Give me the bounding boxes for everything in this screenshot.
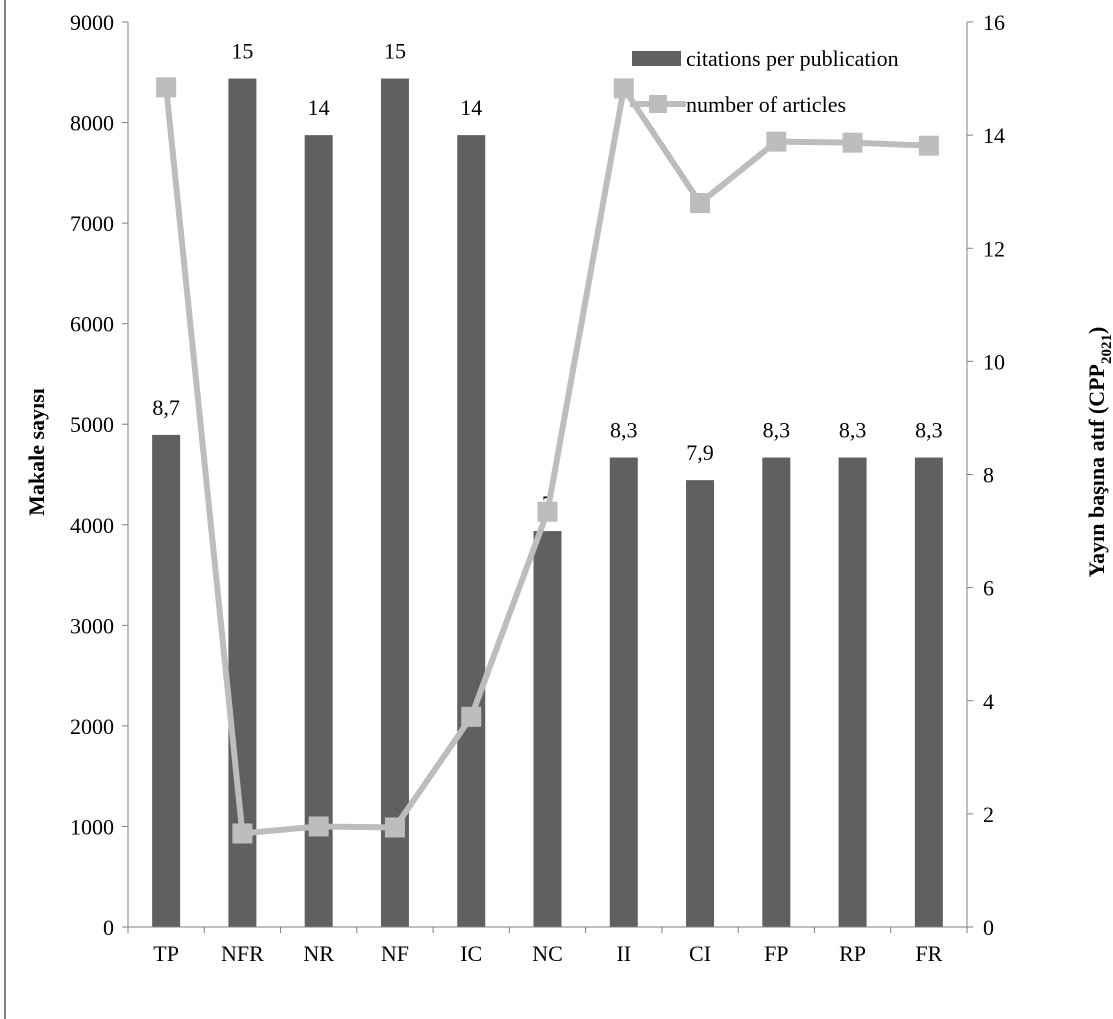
line-series (156, 77, 939, 844)
x-tick-label-nfr: NFR (221, 941, 264, 966)
right-tick-label: 0 (983, 915, 994, 940)
legend-line-marker (649, 95, 667, 113)
x-tick-label-nr: NR (303, 941, 334, 966)
bar-label-tp: 8,7 (152, 395, 180, 420)
line-point-nr (308, 816, 329, 837)
bar-fp (762, 457, 791, 927)
right-axis-title: Yayın başına atıf (CPP2021) (1084, 327, 1113, 578)
left-tick-label: 8000 (70, 111, 114, 136)
right-tick-label: 2 (983, 802, 994, 827)
right-tick-label: 16 (983, 10, 1005, 35)
bar-nf (380, 78, 409, 927)
bar-nr (304, 135, 333, 927)
bar-fr (914, 457, 943, 927)
x-tick-label-ii: II (616, 941, 631, 966)
bar-label-rp: 8,3 (839, 418, 867, 443)
bar-label-ii: 8,3 (610, 418, 638, 443)
right-tick-label: 6 (983, 576, 994, 601)
line-point-tp (156, 77, 177, 98)
bar-label-nr: 14 (308, 95, 330, 120)
line-point-fr (918, 135, 939, 156)
left-tick-label: 9000 (70, 10, 114, 35)
line-point-ic (461, 706, 482, 727)
line-point-nc (537, 501, 558, 522)
legend: citations per publication number of arti… (630, 46, 899, 117)
line-point-ii (613, 78, 634, 99)
x-axis: TP NFR NR NF IC NC II CI FP RP FR (127, 926, 968, 966)
left-tick-label: 1000 (70, 814, 114, 839)
line-point-nf (384, 817, 405, 838)
right-tick-label: 12 (983, 236, 1005, 261)
bar-label-fr: 8,3 (915, 418, 943, 443)
right-tick-label: 10 (983, 349, 1005, 374)
left-tick-label: 4000 (70, 513, 114, 538)
bar-nfr (228, 78, 257, 927)
bar-label-nfr: 15 (231, 39, 253, 64)
legend-bar-swatch (632, 51, 681, 66)
bar-tp (152, 434, 181, 927)
right-axis-title-sub: 2021 (1099, 334, 1113, 364)
legend-bar-label: citations per publication (686, 46, 899, 71)
line-point-nfr (232, 823, 253, 844)
left-axis-title: Makale sayısı (24, 388, 49, 516)
left-tick-label: 3000 (70, 613, 114, 638)
bar-rp (838, 457, 867, 927)
bar-label-ci: 7,9 (686, 440, 714, 465)
x-tick-label-tp: TP (153, 941, 179, 966)
right-axis-title-main: Yayın başına atıf (CPP (1084, 364, 1109, 577)
line-point-ci (690, 193, 711, 213)
x-tick-label-fp: FP (764, 941, 788, 966)
bar-ii (609, 457, 638, 927)
left-tick-label: 5000 (70, 412, 114, 437)
bar-series (152, 78, 943, 927)
x-tick-label-nc: NC (532, 941, 563, 966)
bar-label-ic: 14 (460, 95, 482, 120)
x-tick-label-fr: FR (915, 941, 942, 966)
x-tick-label-rp: RP (839, 941, 866, 966)
x-tick-label-ic: IC (460, 941, 482, 966)
bar-nc (533, 531, 562, 927)
line-point-fp (766, 131, 787, 152)
bar-ci (686, 480, 715, 927)
bar-label-fp: 8,3 (763, 418, 791, 443)
bar-label-nf: 15 (384, 39, 406, 64)
left-tick-label: 6000 (70, 312, 114, 337)
right-tick-label: 4 (983, 689, 994, 714)
right-axis-title-end: ) (1084, 327, 1109, 334)
right-tick-label: 8 (983, 463, 994, 488)
right-tick-label: 14 (983, 123, 1005, 148)
right-axis: 0 2 4 6 8 10 12 14 16 (966, 10, 1005, 940)
legend-line-label: number of articles (686, 92, 846, 117)
left-tick-label: 0 (103, 915, 114, 940)
line-point-rp (842, 132, 863, 153)
left-tick-label: 2000 (70, 714, 114, 739)
bar-ic (457, 135, 486, 927)
x-tick-label-nf: NF (381, 941, 409, 966)
x-tick-label-ci: CI (689, 941, 711, 966)
left-axis: 0 1000 2000 3000 4000 5000 6000 7000 8000 9000 (70, 10, 129, 940)
left-tick-label: 7000 (70, 211, 114, 236)
